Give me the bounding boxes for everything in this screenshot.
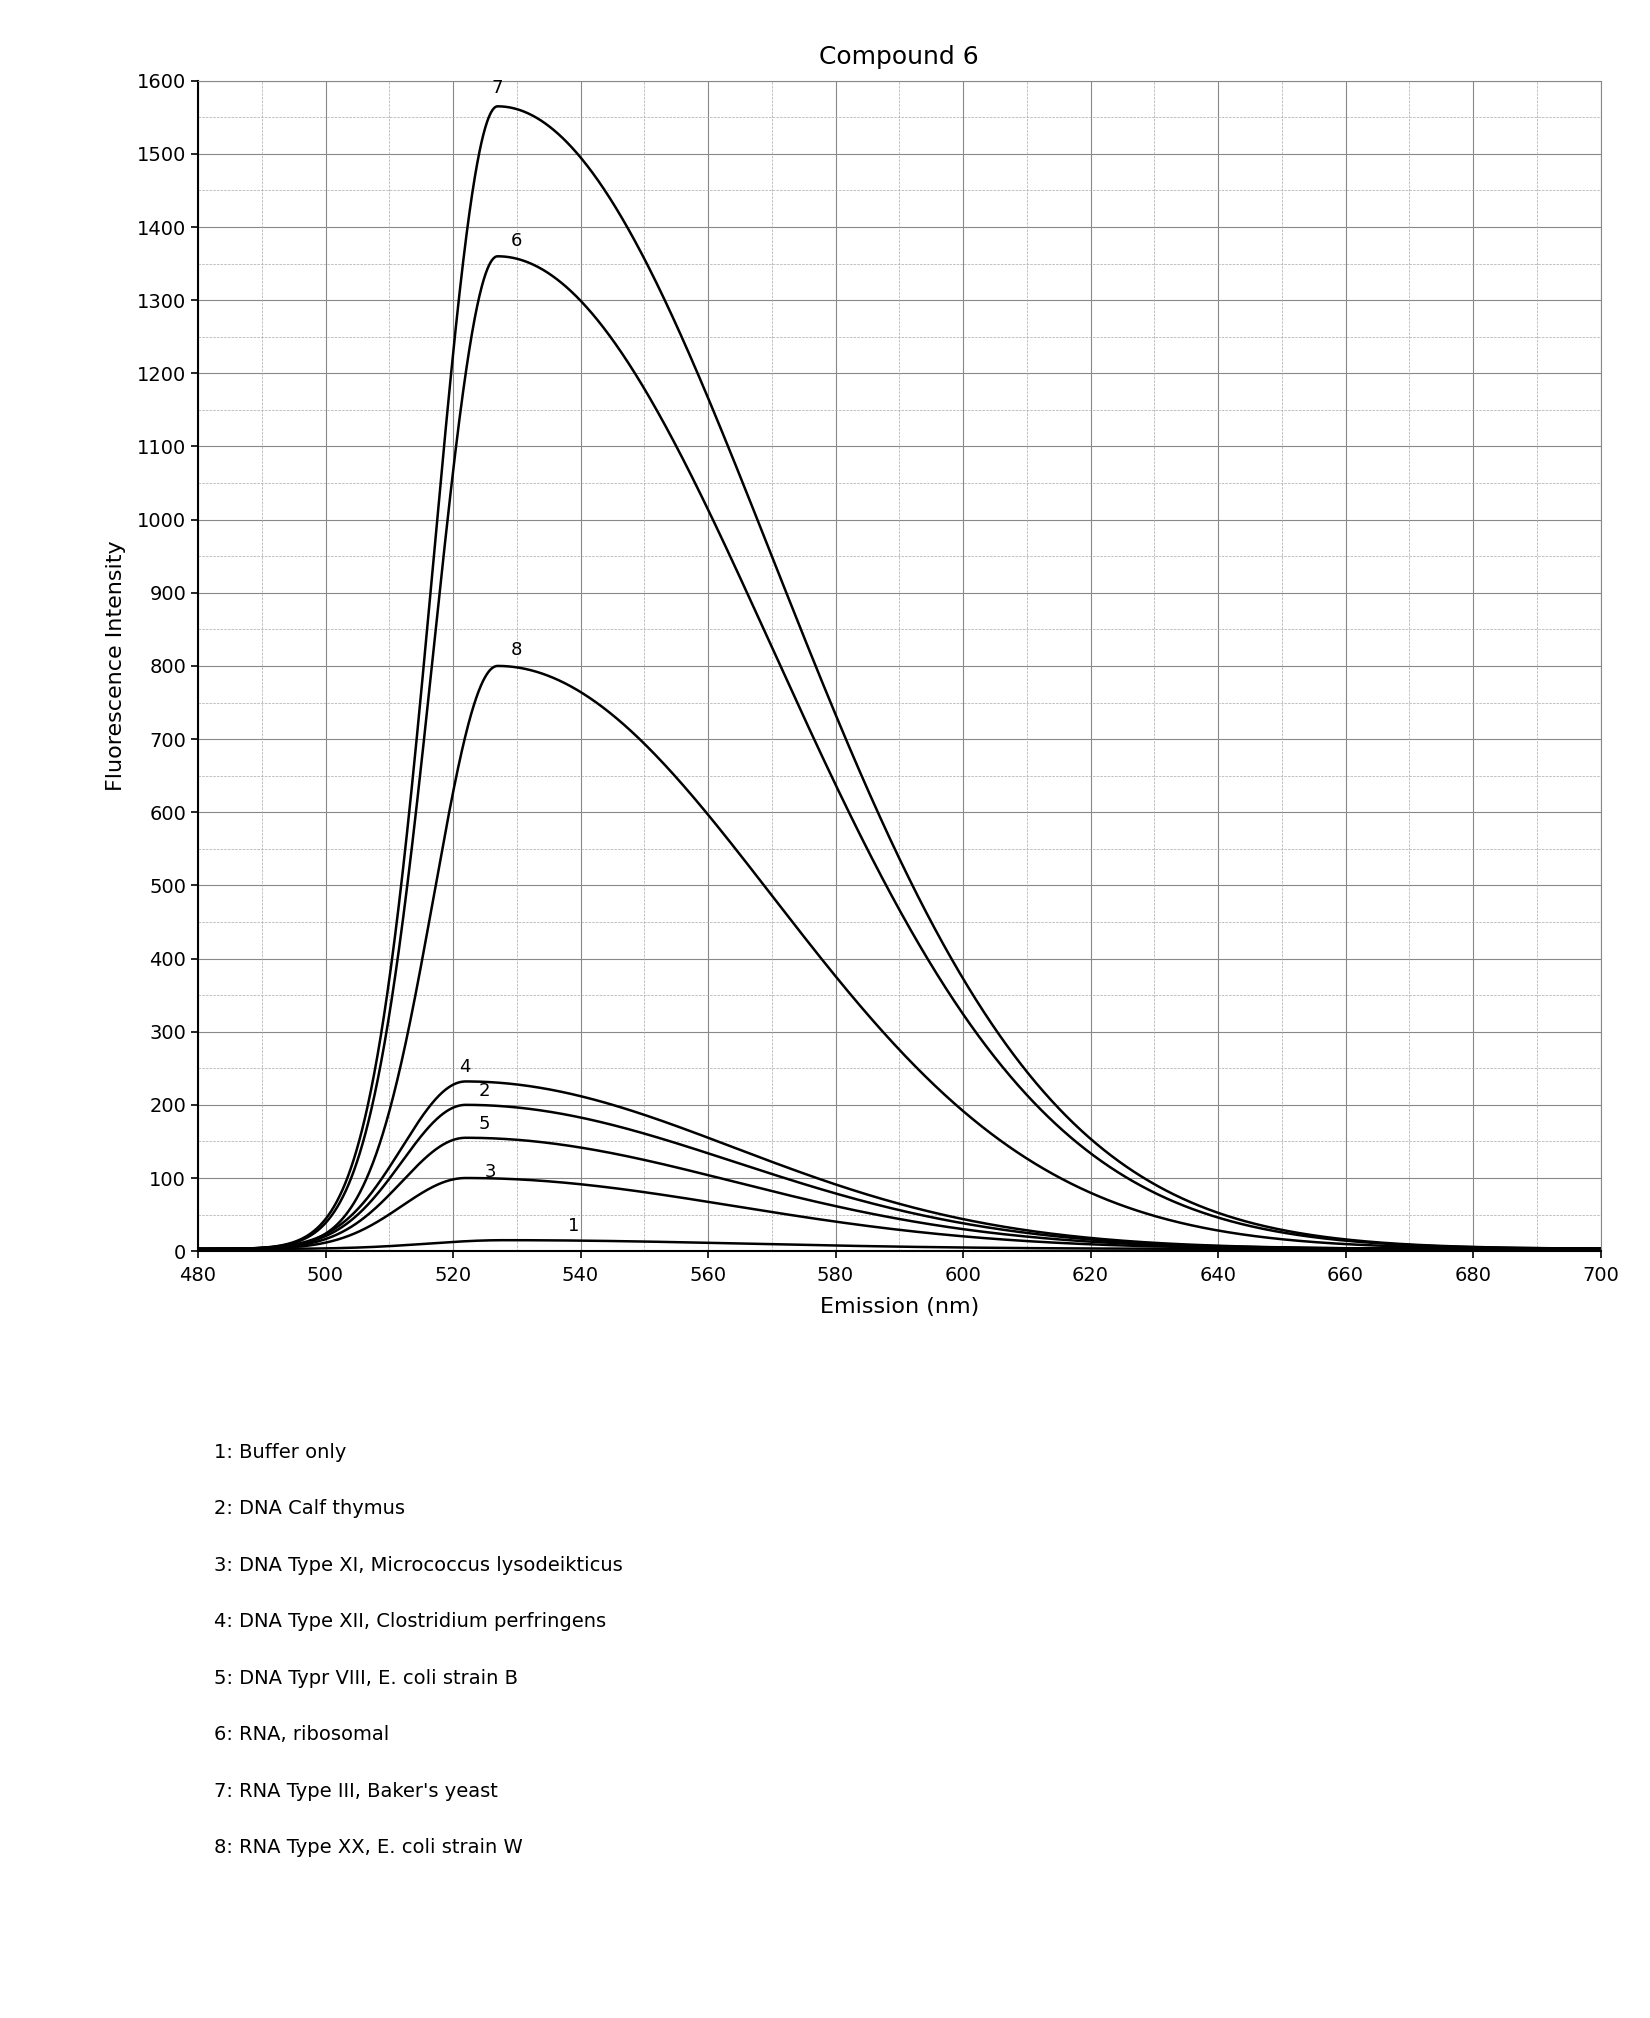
Text: 6: 6 — [510, 232, 521, 250]
Text: 2: 2 — [478, 1082, 490, 1100]
Text: 8: 8 — [510, 640, 521, 658]
Text: 5: DNA Typr VIII, E. coli strain B: 5: DNA Typr VIII, E. coli strain B — [214, 1669, 518, 1687]
Text: 3: 3 — [485, 1162, 497, 1181]
Text: 7: 7 — [492, 79, 503, 97]
Text: 3: DNA Type XI, Micrococcus lysodeikticus: 3: DNA Type XI, Micrococcus lysodeikticu… — [214, 1556, 624, 1574]
Text: 4: DNA Type XII, Clostridium perfringens: 4: DNA Type XII, Clostridium perfringens — [214, 1612, 607, 1631]
Text: 4: 4 — [459, 1057, 470, 1076]
Text: 6: RNA, ribosomal: 6: RNA, ribosomal — [214, 1725, 389, 1744]
Text: 7: RNA Type III, Baker's yeast: 7: RNA Type III, Baker's yeast — [214, 1782, 498, 1800]
Title: Compound 6: Compound 6 — [820, 44, 978, 69]
Text: 5: 5 — [478, 1114, 490, 1132]
Text: 2: DNA Calf thymus: 2: DNA Calf thymus — [214, 1499, 406, 1518]
Text: 1: Buffer only: 1: Buffer only — [214, 1443, 346, 1461]
Text: 1: 1 — [568, 1217, 579, 1235]
Text: 8: RNA Type XX, E. coli strain W: 8: RNA Type XX, E. coli strain W — [214, 1838, 523, 1857]
Y-axis label: Fluorescence Intensity: Fluorescence Intensity — [106, 541, 125, 791]
X-axis label: Emission (nm): Emission (nm) — [820, 1296, 978, 1316]
